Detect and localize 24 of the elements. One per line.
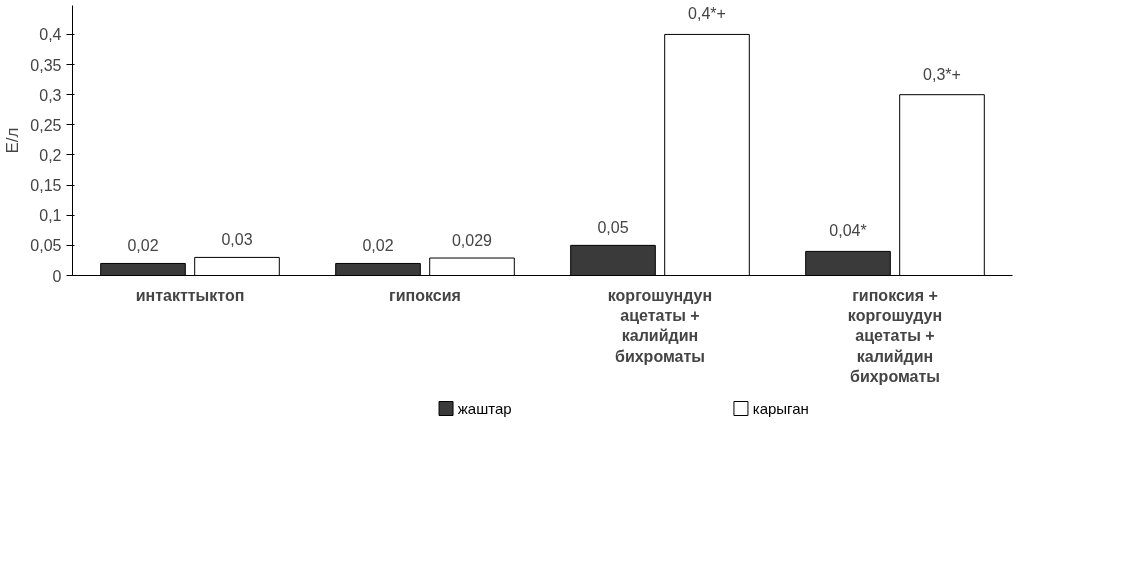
y-tick-label: 0,1 bbox=[39, 207, 62, 225]
y-tick-label: 0,05 bbox=[30, 237, 62, 255]
data-label: 0,029 bbox=[451, 232, 493, 250]
x-tick-label: гипоксия + коргошудун ацетаты + калийдин бихроматы bbox=[847, 286, 943, 386]
y-tick-label: 0,25 bbox=[30, 116, 62, 134]
x-tick-label: коргошундун ацетаты + калийдин бихроматы bbox=[607, 286, 713, 365]
y-tick-label: 0,15 bbox=[30, 177, 62, 195]
y-tick-label: 0,4 bbox=[39, 26, 62, 44]
legend-label: карыган bbox=[752, 400, 809, 417]
data-label: 0,3*+ bbox=[923, 65, 961, 83]
y-tick-label: 0 bbox=[52, 267, 62, 285]
x-tick-label: интакттыктоп bbox=[135, 286, 245, 304]
data-label: 0,4*+ bbox=[688, 5, 726, 23]
y-tick-label: 0,35 bbox=[30, 56, 62, 74]
y-tick-label: 0,2 bbox=[39, 146, 62, 164]
y-axis-title: Е/л bbox=[3, 127, 23, 154]
data-label: 0,04* bbox=[829, 222, 867, 240]
legend-label: жаштар bbox=[457, 400, 512, 417]
data-label: 0,02 bbox=[127, 237, 159, 255]
y-tick-label: 0,3 bbox=[39, 86, 62, 104]
data-label: 0,02 bbox=[362, 237, 394, 255]
data-label: 0,03 bbox=[221, 231, 253, 249]
x-tick-label: гипоксия bbox=[389, 286, 461, 304]
data-label: 0,05 bbox=[597, 219, 629, 237]
